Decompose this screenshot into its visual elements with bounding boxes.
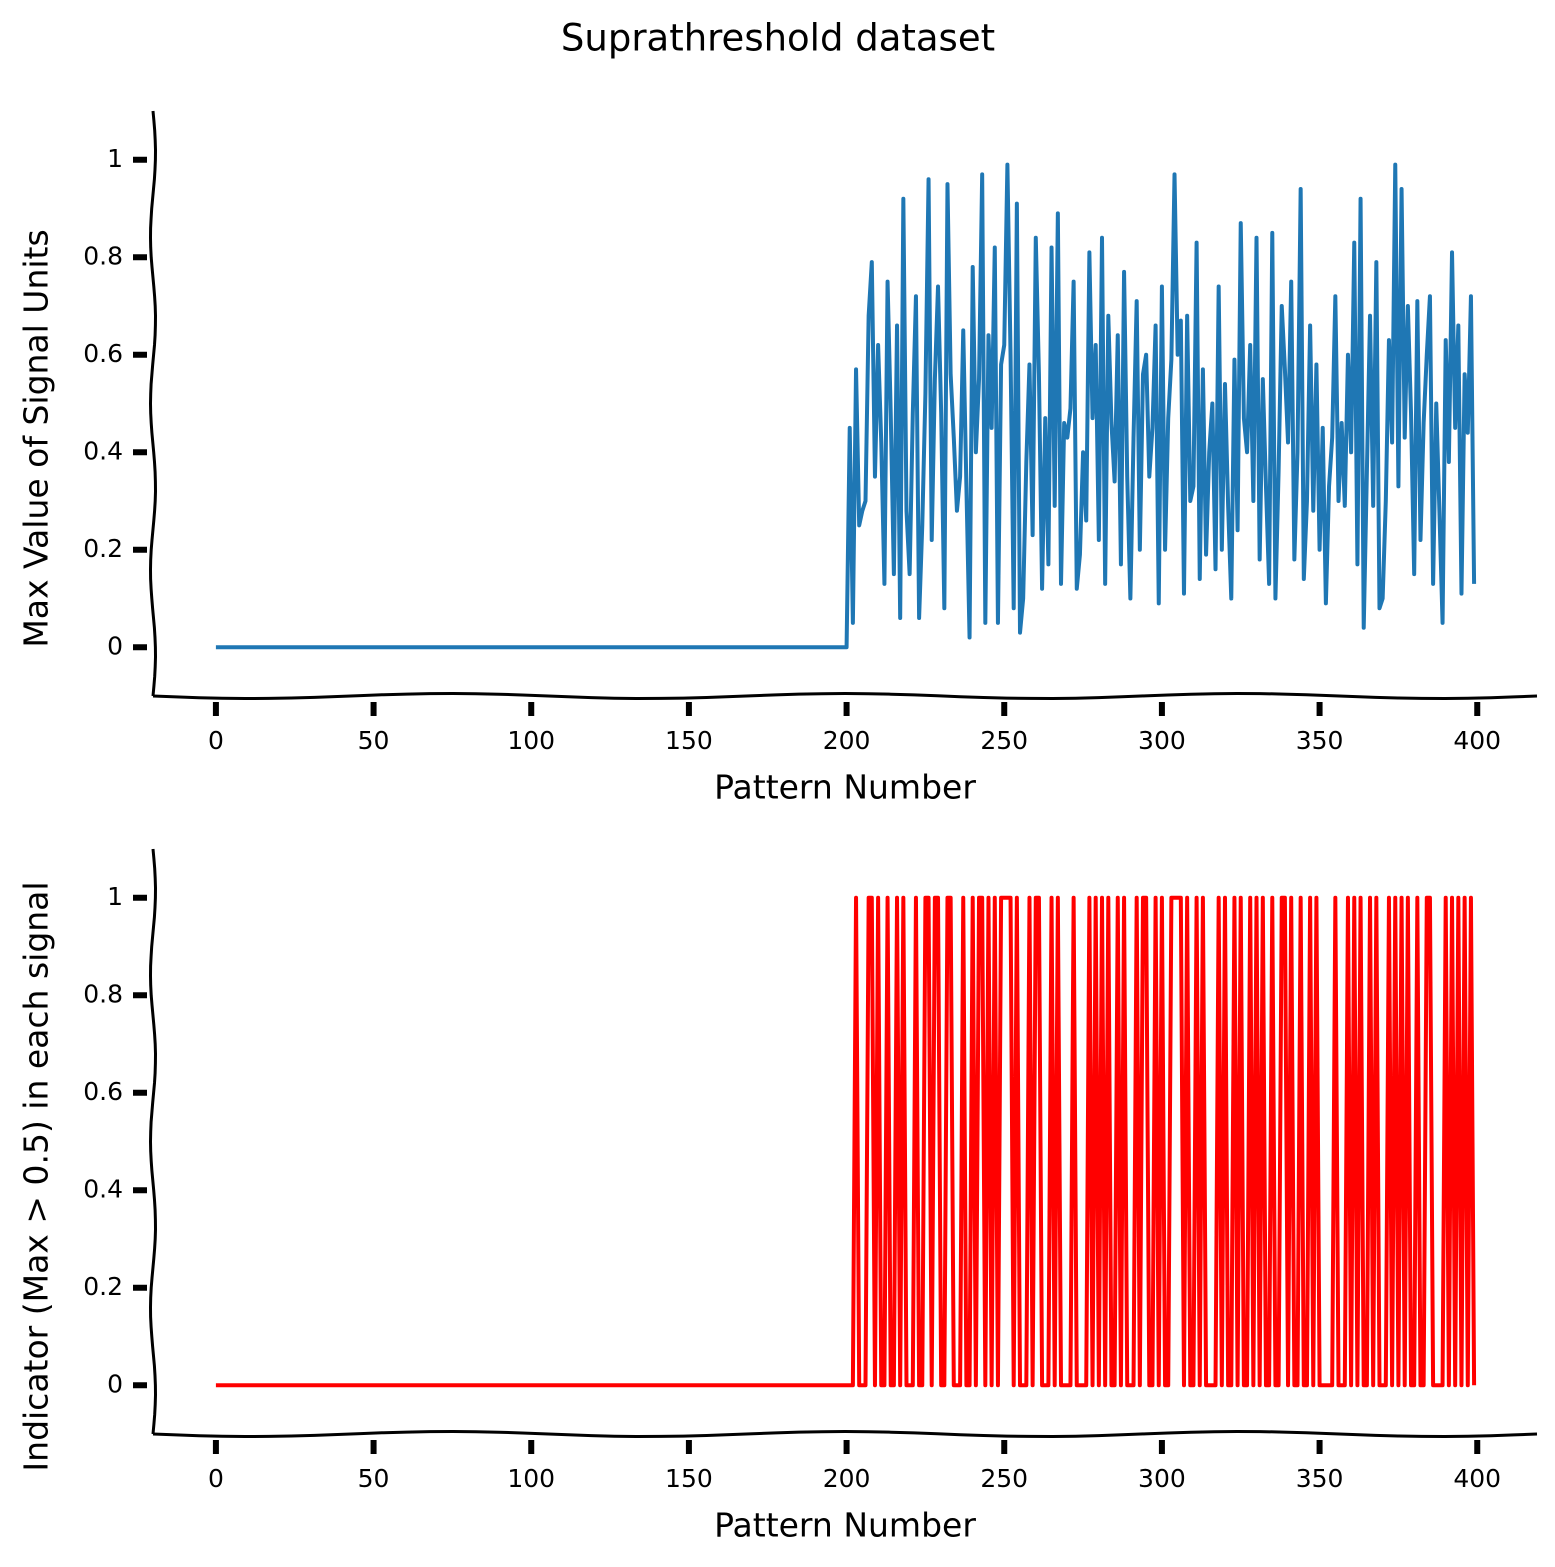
- subplot: 0 0.2 0.4 0.6 0.8 1 0 50 100 150 200 250 300 350 400 Pa…: [17, 848, 1538, 1545]
- figure-title: Suprathreshold dataset: [561, 17, 995, 60]
- x-axis-spine: [152, 1429, 1538, 1439]
- y-tick-label: 0: [107, 631, 123, 660]
- y-tick-label: 0.8: [83, 979, 123, 1008]
- x-axis-label: Pattern Number: [714, 768, 976, 807]
- x-tick-label: 50: [358, 1464, 390, 1493]
- x-axis-label: Pattern Number: [714, 1506, 976, 1545]
- y-axis-label: Indicator (Max > 0.5) in each signal: [17, 881, 56, 1471]
- x-tick-label: 200: [823, 726, 871, 755]
- x-tick-label: 150: [665, 726, 713, 755]
- x-tick-label: 250: [980, 1464, 1028, 1493]
- y-tick-label: 0.6: [83, 1077, 123, 1106]
- x-tick-label: 300: [1138, 1464, 1186, 1493]
- y-axis-spine: [148, 110, 158, 697]
- data-line: [215, 162, 1477, 650]
- x-tick-label: 250: [980, 726, 1028, 755]
- data-line: [215, 895, 1477, 1388]
- x-tick-label: 300: [1138, 726, 1186, 755]
- x-tick-label: 350: [1296, 1464, 1344, 1493]
- x-axis-spine: [152, 691, 1538, 701]
- y-axis-spine: [148, 848, 158, 1435]
- y-tick-label: 0.2: [83, 1272, 123, 1301]
- x-tick-label: 400: [1453, 726, 1501, 755]
- x-tick-label: 100: [507, 1464, 555, 1493]
- y-tick-label: 0: [107, 1369, 123, 1398]
- x-tick-label: 150: [665, 1464, 713, 1493]
- x-tick-label: 0: [208, 1464, 224, 1493]
- x-tick-label: 350: [1296, 726, 1344, 755]
- y-tick-label: 1: [107, 144, 123, 173]
- y-tick-label: 0.4: [83, 1174, 123, 1203]
- y-tick-label: 1: [107, 882, 123, 911]
- y-tick-label: 0.8: [83, 241, 123, 270]
- x-tick-label: 200: [823, 1464, 871, 1493]
- x-tick-label: 0: [208, 726, 224, 755]
- y-tick-label: 0.4: [83, 436, 123, 465]
- x-tick-label: 400: [1453, 1464, 1501, 1493]
- x-tick-label: 50: [358, 726, 390, 755]
- y-tick-label: 0.2: [83, 534, 123, 563]
- y-tick-label: 0.6: [83, 339, 123, 368]
- subplot: 0 0.2 0.4 0.6 0.8 1 0 50 100 150 200 250 300 350 400 Pa…: [17, 110, 1538, 807]
- x-tick-label: 100: [507, 726, 555, 755]
- y-axis-label: Max Value of Signal Units: [17, 229, 56, 647]
